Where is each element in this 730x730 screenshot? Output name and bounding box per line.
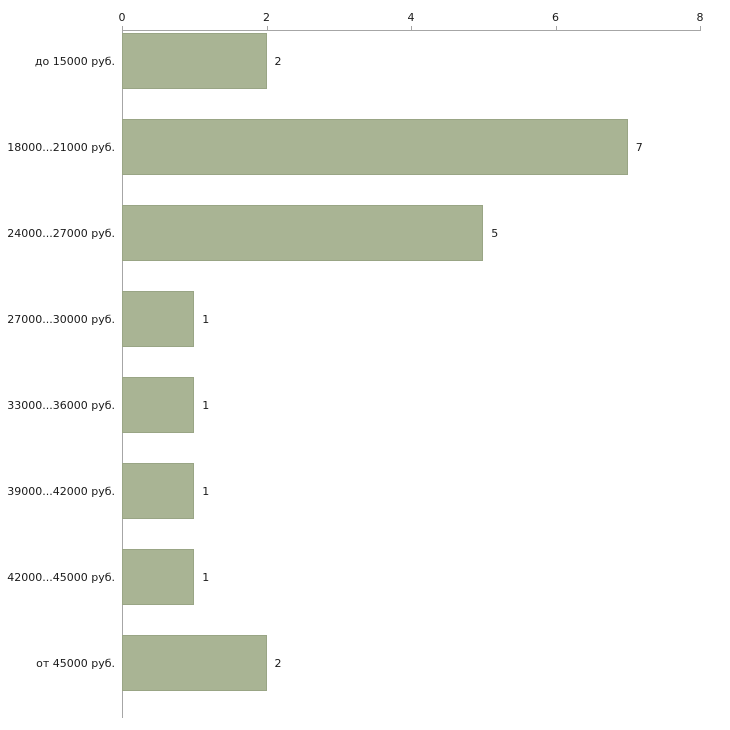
category-label-cell: 18000...21000 руб. (0, 119, 122, 175)
bar-row: 27000...30000 руб. 1 (0, 288, 700, 374)
category-label-cell: до 15000 руб. (0, 33, 122, 89)
bar (122, 291, 195, 347)
bar-track: 1 (122, 463, 700, 519)
x-tick-label: 6 (552, 11, 559, 24)
category-label: 42000...45000 руб. (7, 570, 115, 584)
bar (122, 119, 628, 175)
bar (122, 463, 195, 519)
bar-track: 7 (122, 119, 700, 175)
category-label-cell: 27000...30000 руб. (0, 291, 122, 347)
bar-track: 1 (122, 291, 700, 347)
category-label: 33000...36000 руб. (7, 398, 115, 412)
bar (122, 205, 484, 261)
bar-track: 2 (122, 635, 700, 691)
x-tick-mark (411, 26, 412, 31)
value-label: 1 (202, 570, 210, 584)
bar-row: 39000...42000 руб. 1 (0, 460, 700, 546)
value-label: 2 (274, 54, 282, 68)
bar-track: 1 (122, 549, 700, 605)
value-label: 1 (202, 398, 210, 412)
bar-row: до 15000 руб. 2 (0, 30, 700, 116)
category-label-cell: от 45000 руб. (0, 635, 122, 691)
x-tick-mark (700, 26, 701, 31)
x-tick-label: 2 (263, 11, 270, 24)
category-label: от 45000 руб. (36, 656, 115, 670)
bar-track: 2 (122, 33, 700, 89)
value-label: 1 (202, 484, 210, 498)
bar-row: 24000...27000 руб. 5 (0, 202, 700, 288)
bar-row: 33000...36000 руб. 1 (0, 374, 700, 460)
x-tick-mark (122, 26, 123, 31)
x-tick-mark (266, 26, 268, 31)
category-label: 39000...42000 руб. (7, 484, 115, 498)
bar (122, 635, 267, 691)
bar-track: 1 (122, 377, 700, 433)
x-tick-label: 4 (407, 11, 415, 24)
category-label: 24000...27000 руб. (7, 226, 115, 240)
x-tick-label: 8 (696, 11, 704, 24)
category-label: 18000...21000 руб. (7, 140, 115, 154)
bar (122, 33, 267, 89)
value-label: 1 (202, 312, 210, 326)
bar (122, 377, 195, 433)
bar (122, 549, 195, 605)
category-label: 27000...30000 руб. (7, 312, 115, 326)
x-tick-label: 0 (118, 11, 126, 24)
bar-row: 18000...21000 руб. 7 (0, 116, 700, 202)
value-label: 2 (274, 656, 282, 670)
bar-row: 42000...45000 руб. 1 (0, 546, 700, 632)
category-label-cell: 33000...36000 руб. (0, 377, 122, 433)
category-label-cell: 42000...45000 руб. (0, 549, 122, 605)
x-tick-mark (555, 26, 557, 31)
category-label: до 15000 руб. (34, 54, 115, 68)
y-axis-line (122, 30, 123, 718)
bar-rows: до 15000 руб. 2 18000...21000 руб. 7 240… (0, 30, 700, 718)
value-label: 7 (635, 140, 643, 154)
value-label: 5 (491, 226, 499, 240)
category-label-cell: 24000...27000 руб. (0, 205, 122, 261)
category-label-cell: 39000...42000 руб. (0, 463, 122, 519)
bar-row: от 45000 руб. 2 (0, 632, 700, 718)
bar-track: 5 (122, 205, 700, 261)
